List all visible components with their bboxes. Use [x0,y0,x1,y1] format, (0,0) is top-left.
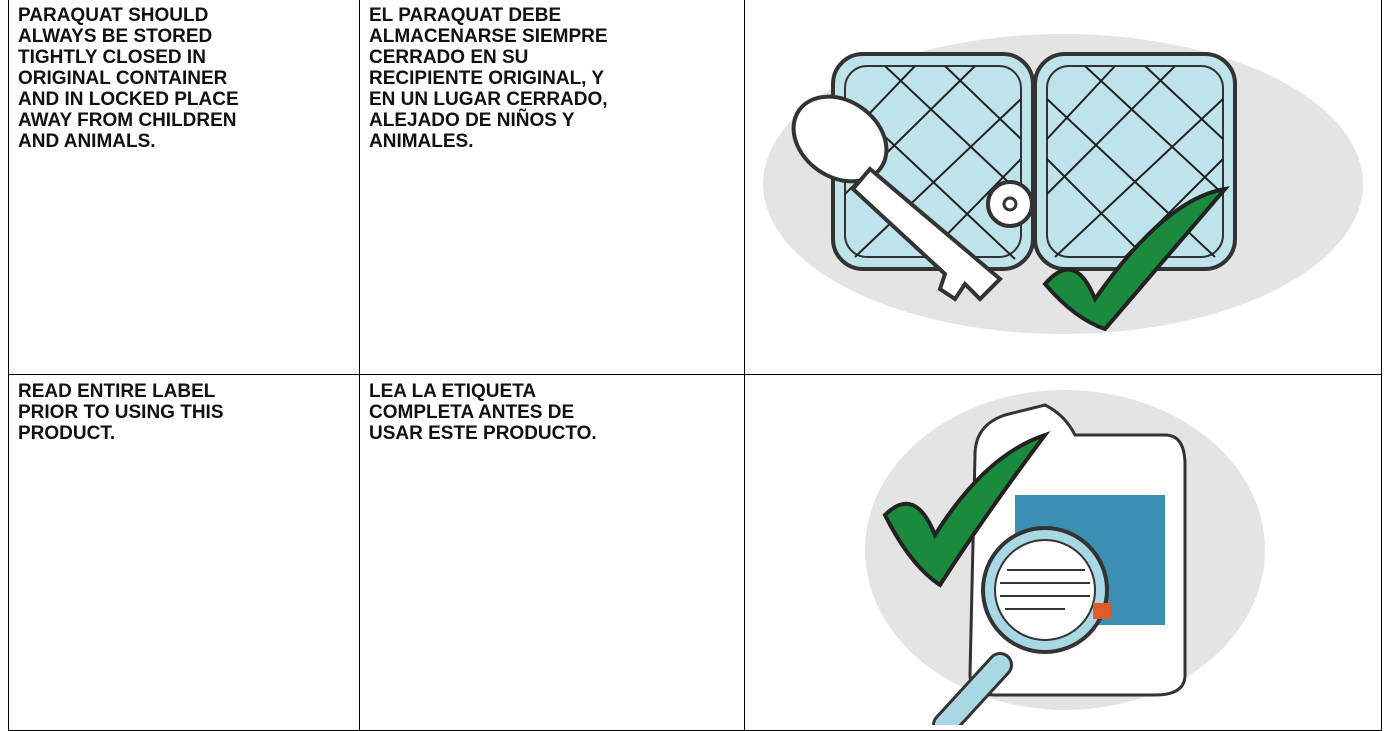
cell-text-line: ALWAYS BE STORED [18,26,213,47]
cell-text-line: READ ENTIRE LABEL [18,381,216,402]
cell-text-line: TIGHTLY CLOSED IN [18,47,206,68]
english-cell: PARAQUAT SHOULD ALWAYS BE STORED TIGHTLY C… [8,0,360,375]
cell-text-line: AND IN LOCKED PLACE [18,89,239,110]
cell-text-line: EL PARAQUAT DEBE [369,5,562,26]
cell-text-line: ANIMALES. [369,131,474,152]
table-row: PARAQUAT SHOULD ALWAYS BE STORED TIGHTLY C… [8,0,1382,375]
table-row: READ ENTIRE LABEL PRIOR TO USING THIS PROD… [8,374,1382,731]
illustration-cell [744,0,1382,375]
cell-text-line: CERRADO EN SU [369,47,529,68]
cell-text-line: PARAQUAT SHOULD [18,5,209,26]
cell-text-line: PRODUCT. [18,423,116,444]
cell-text-line: AND ANIMALS. [18,131,156,152]
cell-text-line: RECIPIENTE ORIGINAL, Y [369,68,605,89]
cell-text-line: PRIOR TO USING THIS [18,402,224,423]
spanish-cell: EL PARAQUAT DEBE ALMACENARSE SIEMPRE CERRA… [359,0,745,375]
cell-text-line: USAR ESTE PRODUCTO. [369,423,597,444]
cell-text-line: AWAY FROM CHILDREN [18,110,237,131]
illustration-cell [744,374,1382,731]
spanish-cell: LEA LA ETIQUETA COMPLETA ANTES DE USAR EST… [359,374,745,731]
cell-text-line: ALMACENARSE SIEMPRE [369,26,608,47]
storage-illustration [763,34,1363,334]
cell-text-line: LEA LA ETIQUETA [369,381,537,402]
cell-text-line: EN UN LUGAR CERRADO, [369,89,608,110]
label-table: PARAQUAT SHOULD ALWAYS BE STORED TIGHTLY C… [8,0,1382,731]
label-illustration [865,390,1265,731]
cell-text-line: COMPLETA ANTES DE [369,402,575,423]
english-cell: READ ENTIRE LABEL PRIOR TO USING THIS PROD… [8,374,360,731]
cell-text-line: ALEJADO DE NIÑOS Y [369,110,575,131]
cell-text-line: ORIGINAL CONTAINER [18,68,228,89]
